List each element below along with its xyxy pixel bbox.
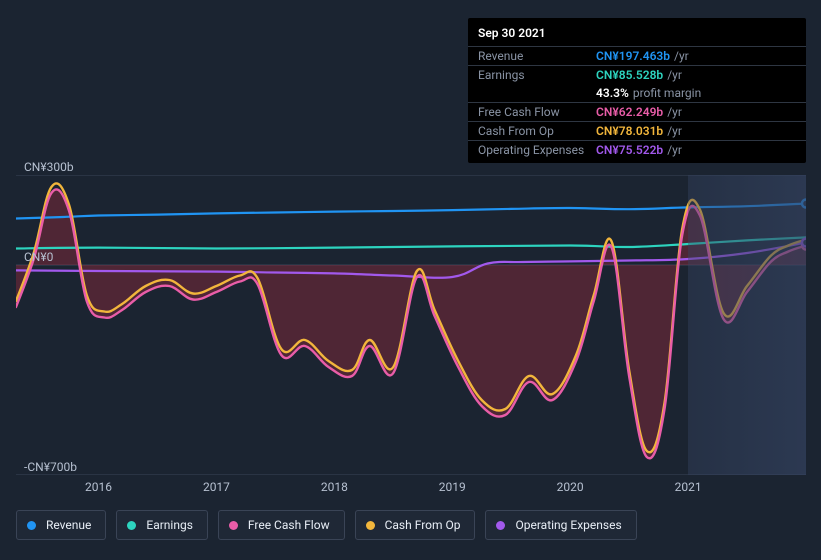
tooltip-metric-value: CN¥78.031b xyxy=(596,124,663,138)
legend-item[interactable]: Operating Expenses xyxy=(485,510,636,540)
future-band xyxy=(688,175,806,475)
tooltip-metric-label: Cash From Op xyxy=(478,124,596,138)
x-axis-tick-label: 2016 xyxy=(85,480,112,494)
tooltip-metric-value: CN¥197.463b xyxy=(596,49,670,63)
legend-swatch xyxy=(27,521,36,530)
x-axis-tick-label: 2021 xyxy=(675,480,702,494)
tooltip-row: Cash From OpCN¥78.031b/yr xyxy=(468,121,806,140)
tooltip-metric-unit: /yr xyxy=(667,105,682,119)
tooltip-metric-unit: /yr xyxy=(674,49,689,63)
hover-tooltip: Sep 30 2021 RevenueCN¥197.463b/yrEarning… xyxy=(468,18,806,163)
y-axis-tick-label: -CN¥700b xyxy=(24,460,77,474)
y-axis-tick-label: CN¥300b xyxy=(24,160,74,174)
x-axis-labels: 2016 2017 2018 2019 2020 2021 xyxy=(16,480,806,500)
legend-item[interactable]: Earnings xyxy=(116,510,208,540)
tooltip-metric-unit: /yr xyxy=(667,124,682,138)
x-axis-tick-label: 2020 xyxy=(557,480,584,494)
tooltip-metric-unit: /yr xyxy=(667,68,682,82)
tooltip-metric-label: Free Cash Flow xyxy=(478,105,596,119)
legend-label: Revenue xyxy=(46,518,91,532)
x-axis-tick-label: 2019 xyxy=(439,480,466,494)
tooltip-row: RevenueCN¥197.463b/yr xyxy=(468,46,806,65)
legend-label: Earnings xyxy=(146,518,193,532)
tooltip-metric-label: Revenue xyxy=(478,49,596,63)
legend-swatch xyxy=(366,521,375,530)
tooltip-metric-value: CN¥62.249b xyxy=(596,105,663,119)
x-axis-tick-label: 2017 xyxy=(203,480,230,494)
tooltip-metric-value: 43.3% xyxy=(596,86,629,100)
tooltip-metric-value: CN¥85.528b xyxy=(596,68,663,82)
legend-label: Free Cash Flow xyxy=(248,518,330,532)
tooltip-row: Free Cash FlowCN¥62.249b/yr xyxy=(468,102,806,121)
tooltip-row: EarningsCN¥85.528b/yr xyxy=(468,65,806,84)
chart-plot-area xyxy=(16,175,806,475)
legend-label: Operating Expenses xyxy=(515,518,621,532)
financials-chart[interactable]: CN¥300b CN¥0 -CN¥700b xyxy=(16,155,806,495)
legend-item[interactable]: Free Cash Flow xyxy=(218,510,345,540)
tooltip-metric-unit: profit margin xyxy=(633,86,701,100)
tooltip-metric-label: Earnings xyxy=(478,68,596,82)
legend-label: Cash From Op xyxy=(385,518,461,532)
legend-item[interactable]: Revenue xyxy=(16,510,106,540)
x-axis-tick-label: 2018 xyxy=(321,480,348,494)
tooltip-row: 43.3% profit margin xyxy=(468,84,806,102)
chart-legend: Revenue Earnings Free Cash Flow Cash From O… xyxy=(16,510,637,540)
legend-item[interactable]: Cash From Op xyxy=(355,510,476,540)
legend-swatch xyxy=(127,521,136,530)
legend-swatch xyxy=(229,521,238,530)
y-axis-tick-label: CN¥0 xyxy=(24,250,53,264)
legend-swatch xyxy=(496,521,505,530)
tooltip-date: Sep 30 2021 xyxy=(468,24,806,46)
